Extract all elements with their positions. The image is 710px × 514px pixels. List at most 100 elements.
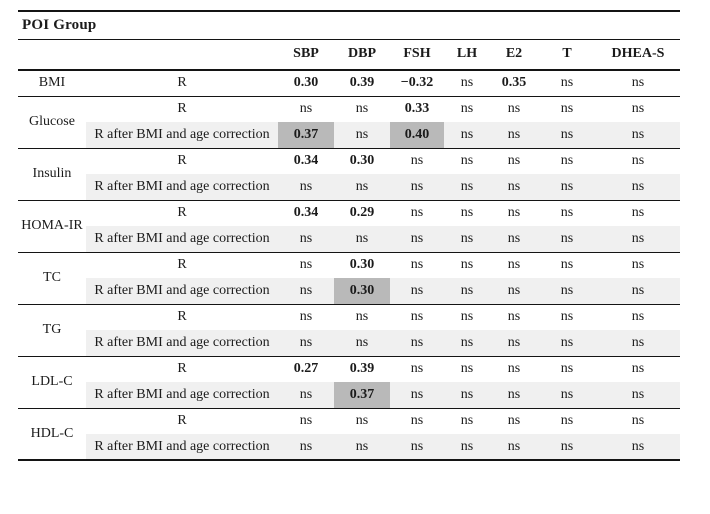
value-cell: 0.29	[334, 199, 390, 226]
value-cell: ns	[278, 251, 334, 278]
value-cell: ns	[390, 330, 444, 356]
value-cell: ns	[444, 95, 490, 122]
statistic-label: R	[86, 199, 278, 226]
value-cell: ns	[390, 226, 444, 252]
column-header-lh: LH	[444, 39, 490, 71]
value-cell: ns	[444, 251, 490, 278]
param-label: HDL-C	[18, 407, 86, 460]
value-cell: ns	[278, 95, 334, 122]
value-cell: ns	[390, 174, 444, 200]
value-cell: ns	[490, 434, 538, 460]
value-cell: ns	[390, 355, 444, 382]
value-cell: 0.27	[278, 355, 334, 382]
statistic-label: R	[86, 303, 278, 330]
statistic-label: R after BMI and age correction	[86, 382, 278, 408]
column-header-sbp: SBP	[278, 39, 334, 71]
statistic-label: R after BMI and age correction	[86, 174, 278, 200]
value-cell: ns	[490, 303, 538, 330]
value-cell: ns	[490, 278, 538, 304]
value-cell: 0.30	[334, 278, 390, 304]
value-cell: ns	[444, 382, 490, 408]
value-cell: ns	[596, 226, 680, 252]
value-cell: ns	[560, 75, 574, 91]
value-cell: ns	[278, 434, 334, 460]
value-cell: ns	[538, 174, 596, 200]
value-cell: ns	[596, 355, 680, 382]
value-cell: ns	[334, 95, 390, 122]
correlation-table: POI Group SBP DBP FSH LH E2 T DHEA-S BMI…	[18, 10, 680, 461]
value-cell: ns	[444, 122, 490, 148]
table-row: R after BMI and age correction ns ns ns ns ns…	[18, 330, 680, 356]
value-cell: ns	[390, 382, 444, 408]
table-title: POI Group	[18, 11, 680, 40]
value-cell: ns	[631, 75, 645, 91]
value-cell: ns	[390, 407, 444, 434]
param-label: HOMA-IR	[18, 199, 86, 252]
value-cell: ns	[538, 95, 596, 122]
statistic-label: R after BMI and age correction	[86, 434, 278, 460]
value-cell: 0.34	[278, 147, 334, 174]
table-row: BMI R 0.30 0.39 −0.32 ns 0.35 ns ns	[18, 70, 680, 96]
value-cell: ns	[490, 122, 538, 148]
value-cell: ns	[278, 407, 334, 434]
value-cell: ns	[278, 278, 334, 304]
value-cell: ns	[278, 330, 334, 356]
value-cell: ns	[490, 174, 538, 200]
value-cell: ns	[490, 199, 538, 226]
statistic-label: R after BMI and age correction	[86, 278, 278, 304]
statistic-label: R	[86, 407, 278, 434]
column-header-row: SBP DBP FSH LH E2 T DHEA-S	[18, 39, 680, 71]
value-cell: 0.33	[390, 95, 444, 122]
table-row: R after BMI and age correction ns ns ns ns ns…	[18, 434, 680, 460]
value-cell: ns	[444, 303, 490, 330]
value-cell: ns	[596, 382, 680, 408]
value-cell: 0.39	[334, 355, 390, 382]
statistic-label: R	[86, 95, 278, 122]
value-cell: 0.30	[334, 147, 390, 174]
table-row: R after BMI and age correction 0.37 ns 0.40…	[18, 122, 680, 148]
value-cell: ns	[334, 122, 390, 148]
value-cell: ns	[596, 199, 680, 226]
value-cell: ns	[490, 95, 538, 122]
column-header-fsh: FSH	[390, 39, 444, 71]
value-cell: ns	[334, 434, 390, 460]
column-header-e2: E2	[490, 39, 538, 71]
value-cell: ns	[490, 407, 538, 434]
value-cell: 0.37	[334, 382, 390, 408]
value-cell: ns	[390, 303, 444, 330]
table-row: R after BMI and age correction ns 0.30 ns ns…	[18, 278, 680, 304]
table-row: LDL-C R 0.27 0.39 ns ns ns ns ns	[18, 355, 680, 408]
value-cell: ns	[444, 434, 490, 460]
param-label: BMI	[18, 70, 86, 96]
statistic-label: R	[86, 147, 278, 174]
value-cell: ns	[444, 330, 490, 356]
value-cell: ns	[596, 95, 680, 122]
value-cell: ns	[444, 147, 490, 174]
value-cell: ns	[334, 226, 390, 252]
value-cell: ns	[278, 382, 334, 408]
statistic-label: R after BMI and age correction	[86, 226, 278, 252]
value-cell: ns	[444, 278, 490, 304]
table-row: R after BMI and age correction ns ns ns ns ns…	[18, 226, 680, 252]
param-label: Insulin	[18, 147, 86, 200]
value-cell: ns	[596, 303, 680, 330]
value-cell: ns	[538, 434, 596, 460]
param-label: LDL-C	[18, 355, 86, 408]
value-cell: ns	[278, 226, 334, 252]
value-cell: ns	[334, 330, 390, 356]
value-cell: 0.30	[293, 75, 319, 91]
value-cell: ns	[596, 407, 680, 434]
value-cell: ns	[490, 147, 538, 174]
value-cell: ns	[490, 330, 538, 356]
value-cell: ns	[390, 199, 444, 226]
value-cell: ns	[596, 278, 680, 304]
value-cell: ns	[334, 174, 390, 200]
table-row: Insulin R 0.34 0.30 ns ns ns ns ns	[18, 147, 680, 200]
value-cell: 0.34	[278, 199, 334, 226]
value-cell: ns	[596, 147, 680, 174]
